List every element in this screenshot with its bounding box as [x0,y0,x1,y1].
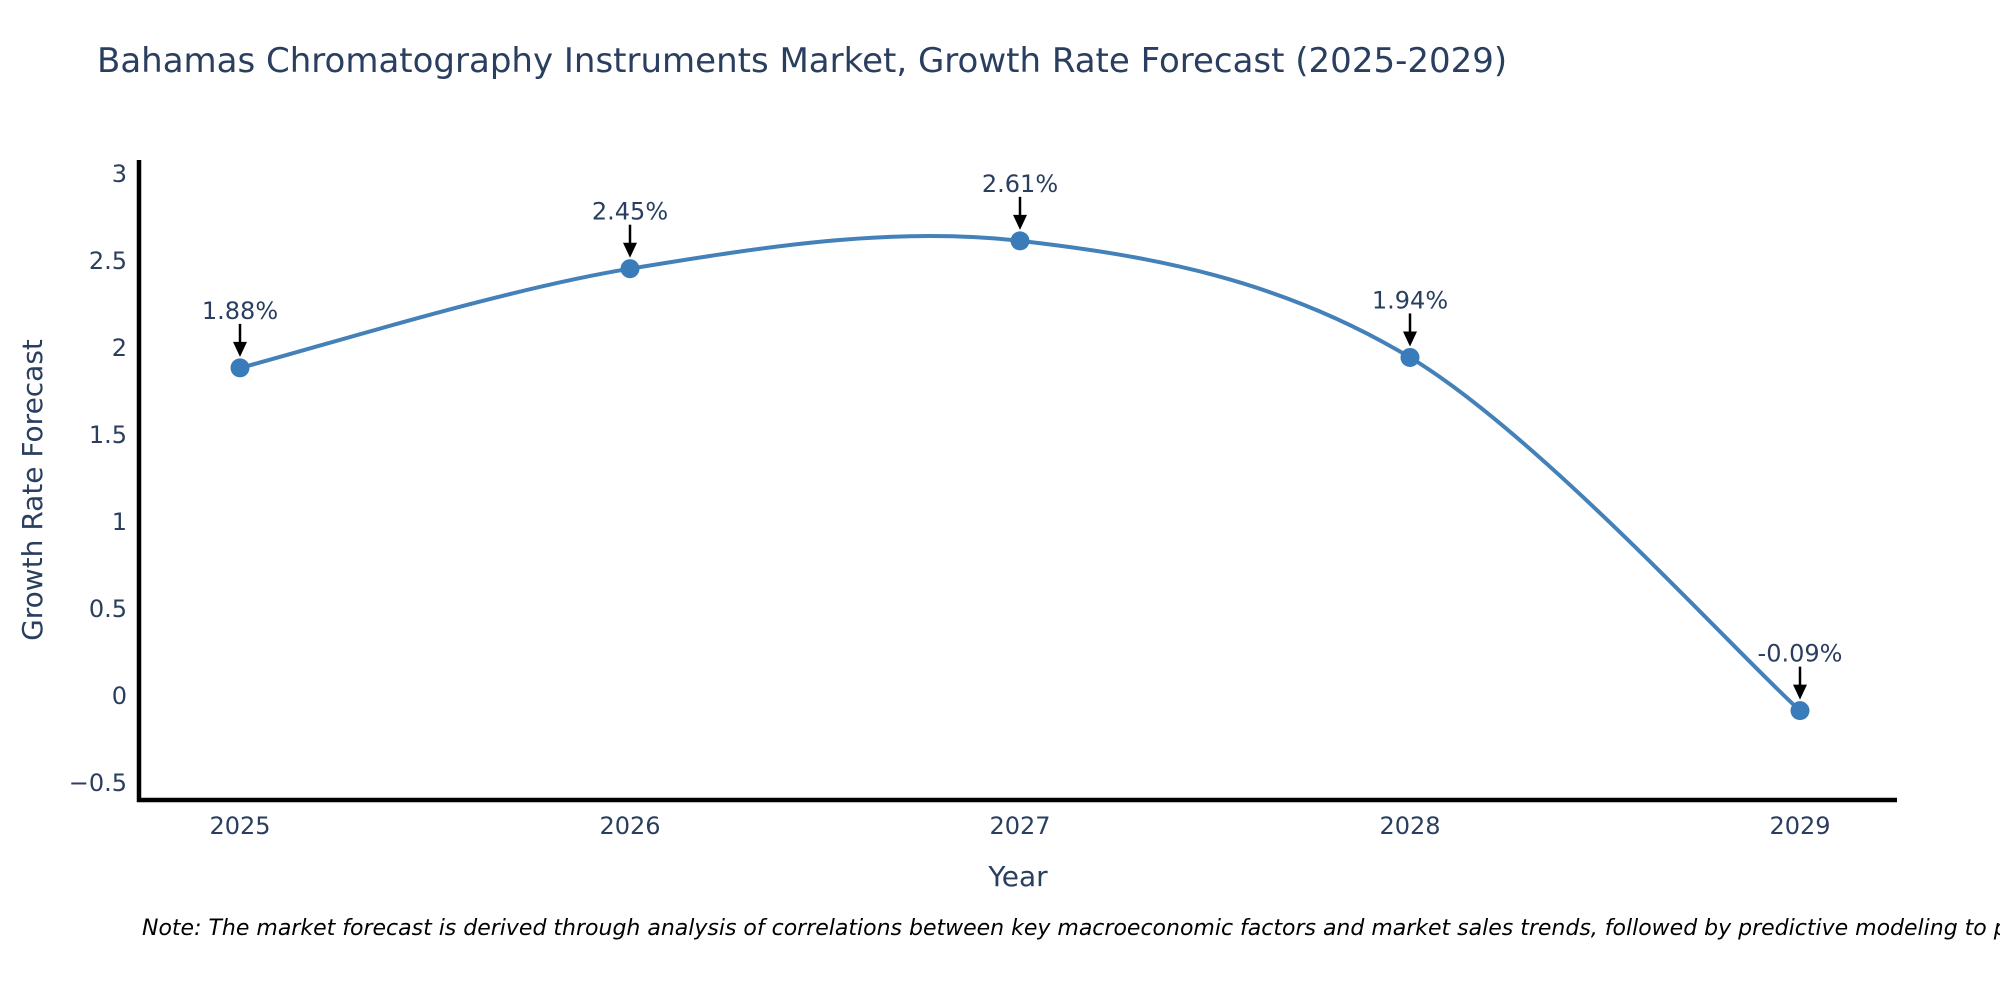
data-point-markers [230,231,1810,721]
data-point-label: 1.94% [1372,286,1448,314]
x-axis-title: Year [987,860,1048,893]
y-tick-label: 1.5 [89,421,127,449]
x-axis-tick-labels: 2025 2026 2027 2028 2029 [209,812,1830,840]
data-point-marker [1790,701,1810,721]
annotation-arrow-head [1013,214,1027,230]
x-tick-label: 2026 [599,812,660,840]
y-axis-title: Growth Rate Forecast [16,339,49,641]
x-tick-label: 2029 [1769,812,1830,840]
annotation-arrow-head [1403,331,1417,347]
y-tick-label: 1 [112,508,127,536]
axis-lines [136,160,1897,803]
y-tick-label: −0.5 [69,769,127,797]
annotation-arrow-head [1793,684,1807,700]
footnote: Note: The market forecast is derived thr… [142,916,2000,941]
data-point-marker [230,358,250,378]
chart-title: Bahamas Chromatography Instruments Marke… [97,41,1508,81]
data-point-marker [620,259,640,279]
y-tick-label: 0 [112,682,127,710]
y-tick-label: 3 [112,160,127,188]
point-annotations: 1.88% 2.45% 2.61% 1.94% -0.09% [202,170,1843,700]
data-point-label: 1.88% [202,297,278,325]
annotation-arrow-head [623,242,637,258]
x-tick-label: 2025 [209,812,270,840]
y-tick-label: 2.5 [89,247,127,275]
y-axis-tick-labels: 3 2.5 2 1.5 1 0.5 0 −0.5 [69,160,127,797]
annotation-arrow-head [233,341,247,357]
data-point-label: -0.09% [1758,640,1843,668]
x-tick-label: 2028 [1379,812,1440,840]
x-tick-label: 2027 [989,812,1050,840]
data-point-marker [1010,231,1030,251]
data-point-label: 2.45% [592,198,668,226]
data-point-label: 2.61% [982,170,1058,198]
y-tick-label: 0.5 [89,595,127,623]
series-line [238,233,1802,713]
data-point-marker [1400,347,1420,367]
y-tick-label: 2 [112,334,127,362]
